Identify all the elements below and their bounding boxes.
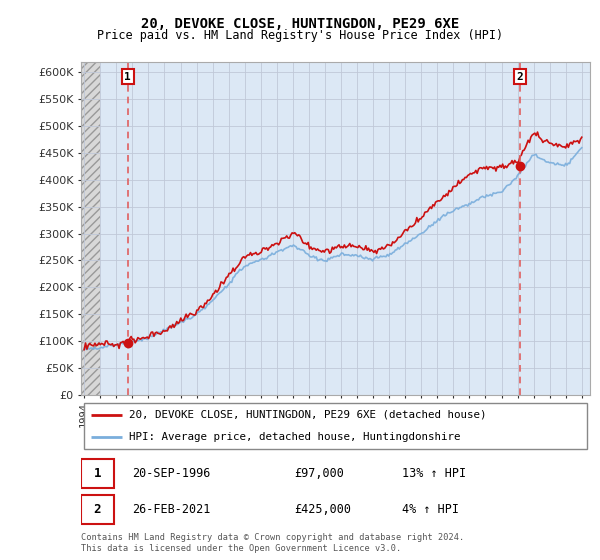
Text: 4% ↑ HPI: 4% ↑ HPI xyxy=(401,503,458,516)
FancyBboxPatch shape xyxy=(81,496,114,525)
Text: £425,000: £425,000 xyxy=(295,503,352,516)
Text: 2: 2 xyxy=(94,503,101,516)
Text: 1: 1 xyxy=(94,467,101,480)
FancyBboxPatch shape xyxy=(83,404,587,449)
Text: Price paid vs. HM Land Registry's House Price Index (HPI): Price paid vs. HM Land Registry's House … xyxy=(97,29,503,42)
Text: 26-FEB-2021: 26-FEB-2021 xyxy=(132,503,210,516)
Text: 20, DEVOKE CLOSE, HUNTINGDON, PE29 6XE (detached house): 20, DEVOKE CLOSE, HUNTINGDON, PE29 6XE (… xyxy=(130,410,487,420)
Text: Contains HM Land Registry data © Crown copyright and database right 2024.
This d: Contains HM Land Registry data © Crown c… xyxy=(81,533,464,553)
Text: 1: 1 xyxy=(124,72,131,82)
Text: 13% ↑ HPI: 13% ↑ HPI xyxy=(401,467,466,480)
Text: HPI: Average price, detached house, Huntingdonshire: HPI: Average price, detached house, Hunt… xyxy=(130,432,461,442)
Text: 20-SEP-1996: 20-SEP-1996 xyxy=(132,467,210,480)
Bar xyxy=(81,62,100,395)
Text: 20, DEVOKE CLOSE, HUNTINGDON, PE29 6XE: 20, DEVOKE CLOSE, HUNTINGDON, PE29 6XE xyxy=(141,17,459,31)
Text: £97,000: £97,000 xyxy=(295,467,344,480)
FancyBboxPatch shape xyxy=(81,459,114,488)
Text: 2: 2 xyxy=(517,72,523,82)
